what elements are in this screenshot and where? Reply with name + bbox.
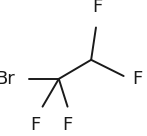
Text: F: F — [62, 116, 73, 134]
Text: Br: Br — [0, 70, 15, 88]
Text: F: F — [132, 70, 143, 88]
Text: F: F — [30, 116, 40, 134]
Text: F: F — [92, 0, 102, 16]
